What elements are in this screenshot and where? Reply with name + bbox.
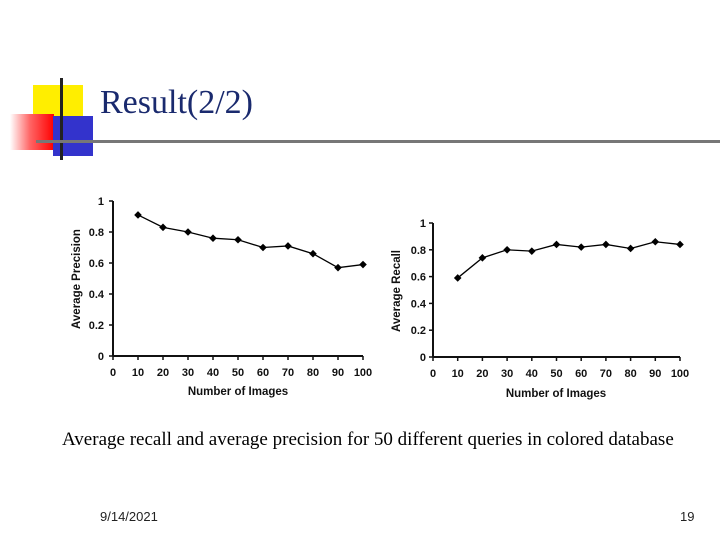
title-underline (36, 140, 720, 143)
recall-x-tick-label: 60 (575, 368, 587, 380)
precision-x-tick-label: 0 (110, 367, 116, 379)
slide-caption: Average recall and average precision for… (62, 429, 674, 450)
footer-date: 9/14/2021 (100, 509, 158, 524)
recall-chart: 0 10 20 30 40 50 60 70 80 90 100 0 0.2 0.4 0.6 0.8 1 Numb… (391, 218, 689, 400)
recall-series-line (457, 241, 681, 279)
precision-x-axis-label: Number of Images (188, 386, 288, 398)
precision-y-tick-label: 0.2 (89, 320, 104, 332)
deco-red-square (10, 114, 54, 150)
charts-canvas: 0 10 20 30 40 50 60 70 80 90 10000.20.40.60.81Numb… (71, 196, 689, 400)
recall-data-point (602, 240, 610, 249)
precision-x-tick-label: 40 (207, 367, 219, 379)
precision-x-tick-label: 100 (354, 367, 372, 379)
precision-data-point (134, 211, 142, 219)
precision-data-point (234, 235, 242, 244)
precision-data-point (309, 249, 317, 258)
deco-vertical-line (60, 78, 63, 160)
precision-y-tick-label: 0.6 (89, 258, 104, 270)
precision-data-point (159, 223, 167, 232)
precision-series-line (137, 214, 364, 269)
recall-data-point (676, 240, 684, 249)
recall-y-tick-label: 0.8 (411, 245, 426, 257)
precision-x-tick-label: 10 (132, 367, 144, 379)
precision-data-point (259, 243, 267, 252)
deco-blue-square (53, 116, 93, 156)
recall-x-tick-label: 30 (501, 368, 513, 380)
recall-x-tick-label: 20 (476, 368, 488, 380)
recall-y-tick-label: 0 (420, 352, 426, 364)
precision-data-point (209, 234, 217, 242)
precision-x-tick-label: 50 (232, 367, 244, 379)
precision-y-tick-label: 0 (98, 351, 104, 363)
recall-data-point (552, 240, 561, 249)
precision-y-tick-label: 0.8 (89, 227, 104, 239)
recall-y-tick-label: 0.6 (411, 272, 426, 284)
slide-title: Result(2/2) (100, 84, 253, 121)
precision-data-point (334, 263, 342, 272)
precision-x-tick-label: 90 (332, 367, 344, 379)
recall-y-tick-label: 1 (420, 218, 426, 230)
recall-data-point (577, 243, 585, 251)
precision-data-point (184, 228, 192, 236)
precision-chart: 0 10 20 30 40 50 60 70 80 90 100 0 0.2 0.4 0.6 0.8 1 Numb… (71, 196, 372, 398)
precision-data-point (359, 260, 367, 269)
recall-data-point (503, 246, 511, 254)
recall-x-tick-label: 40 (526, 368, 538, 380)
recall-data-point (528, 247, 536, 255)
precision-x-tick-label: 20 (157, 367, 169, 379)
page-number: 19 (680, 509, 695, 524)
recall-x-tick-label: 90 (649, 368, 661, 380)
precision-y-tick-label: 1 (98, 196, 104, 208)
recall-y-tick-label: 0.2 (411, 325, 426, 337)
recall-data-point (626, 244, 635, 253)
recall-x-tick-label: 70 (600, 368, 612, 380)
recall-y-tick-label: 0.4 (411, 298, 427, 310)
recall-x-tick-label: 10 (452, 368, 464, 380)
precision-y-axis-label: Average Precision (71, 229, 83, 329)
recall-x-axis-label: Number of Images (506, 388, 606, 400)
precision-x-tick-label: 70 (282, 367, 294, 379)
precision-x-tick-label: 80 (307, 367, 319, 379)
recall-data-point (453, 274, 462, 282)
recall-x-tick-label: 50 (550, 368, 562, 380)
precision-x-tick-label: 30 (182, 367, 194, 379)
recall-data-point (478, 254, 487, 262)
precision-data-point (284, 242, 292, 250)
recall-y-axis-label: Average Recall (391, 250, 403, 332)
recall-x-tick-label: 80 (624, 368, 636, 380)
recall-data-point (651, 237, 660, 246)
precision-y-tick-label: 0.4 (89, 289, 105, 301)
precision-x-tick-label: 60 (257, 367, 269, 379)
recall-x-tick-label: 100 (671, 368, 689, 380)
recall-x-tick-label: 0 (430, 368, 436, 380)
